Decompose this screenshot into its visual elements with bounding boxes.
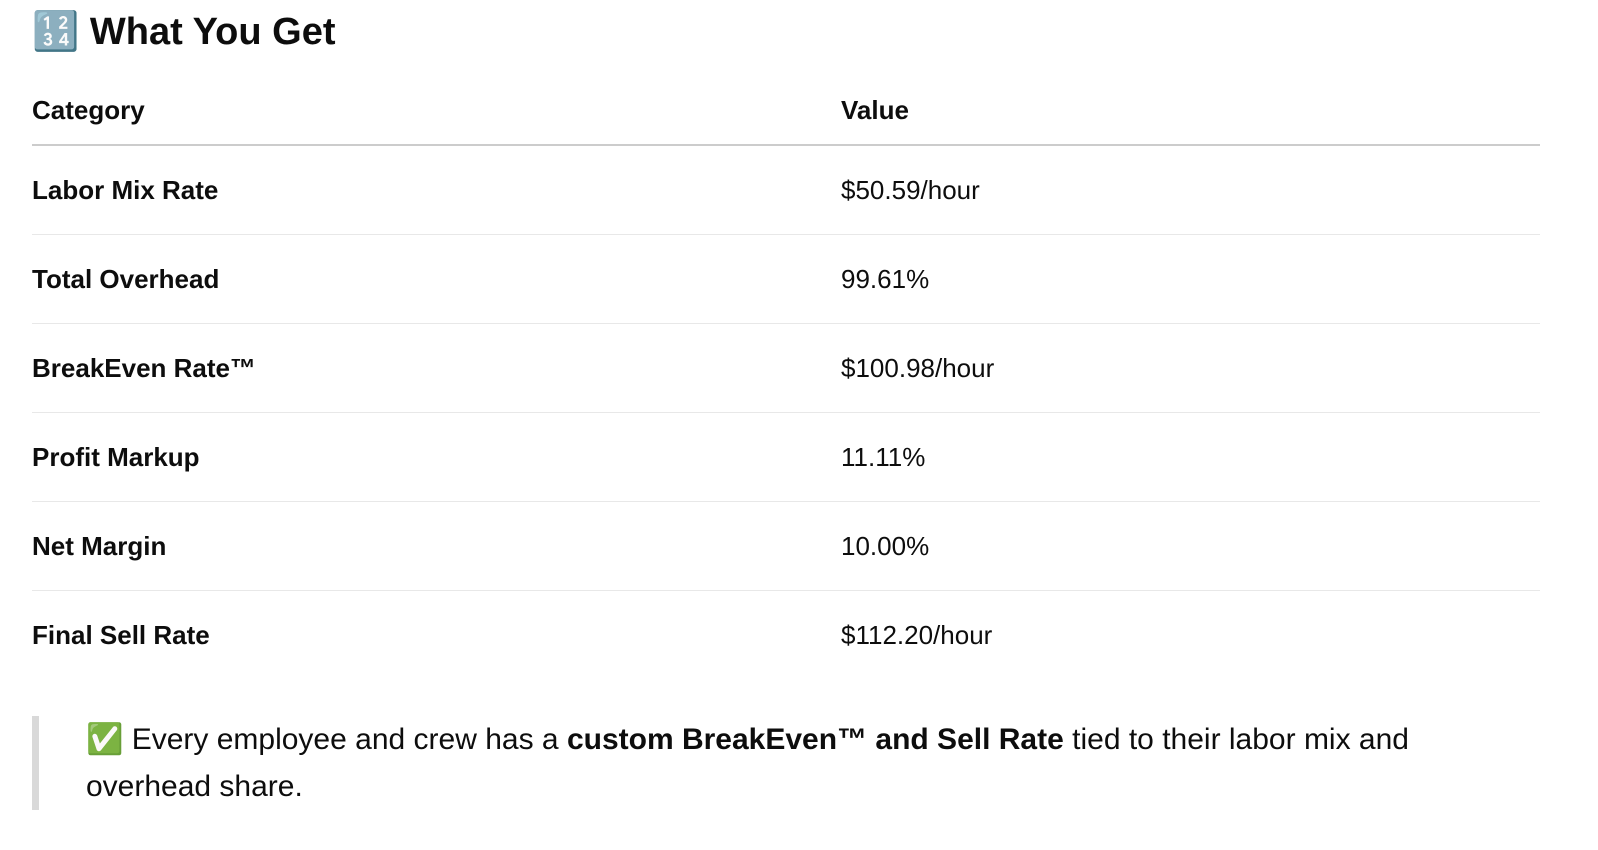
table-cell: Profit Markup <box>32 412 841 502</box>
column-header: Category <box>32 76 841 146</box>
table-row: Net Margin 10.00% <box>32 501 1540 591</box>
heading-icon: 🔢 <box>32 11 80 53</box>
table-row: BreakEven Rate™ $100.98/hour <box>32 323 1540 413</box>
table-cell: 11.11% <box>841 412 1540 502</box>
table-cell: $50.59/hour <box>841 145 1540 235</box>
table-cell: 10.00% <box>841 501 1540 591</box>
note-text: Every employee and crew has a <box>131 723 559 756</box>
table-cell: Labor Mix Rate <box>32 145 841 235</box>
table-row: Total Overhead 99.61% <box>32 234 1540 324</box>
table-cell: BreakEven Rate™ <box>32 323 841 413</box>
note-bold: custom BreakEven™ and Sell Rate <box>566 723 1064 756</box>
table-cell: $112.20/hour <box>841 619 993 650</box>
table-cell: Net Margin <box>32 501 841 591</box>
table-cell: $100.98/hour <box>841 323 1540 413</box>
heading-text: What You Get <box>89 11 336 53</box>
heading: 🔢 What You Get <box>32 10 335 54</box>
header-row: Category Value <box>32 76 1540 146</box>
table-cell: 99.61% <box>841 234 1540 324</box>
note-icon: ✅ <box>86 723 124 756</box>
note: ✅ Every employee and crew has a custom B… <box>32 716 1486 810</box>
table: Category Value Labor Mix Rate $50.59/hour T… <box>32 76 1540 679</box>
table-cell: Final Sell Rate <box>32 619 210 650</box>
column-header: Value <box>841 76 1540 146</box>
table-row: Final Sell Rate $112.20/hour <box>32 591 1540 680</box>
table-body: Labor Mix Rate $50.59/hour Total Overhead 9… <box>32 145 1540 679</box>
table-row: Labor Mix Rate $50.59/hour <box>32 145 1540 235</box>
table-cell: Total Overhead <box>32 234 841 324</box>
note-text: tied to their labor mix and overhead sha… <box>86 723 1409 803</box>
table-row: Profit Markup 11.11% <box>32 412 1540 502</box>
